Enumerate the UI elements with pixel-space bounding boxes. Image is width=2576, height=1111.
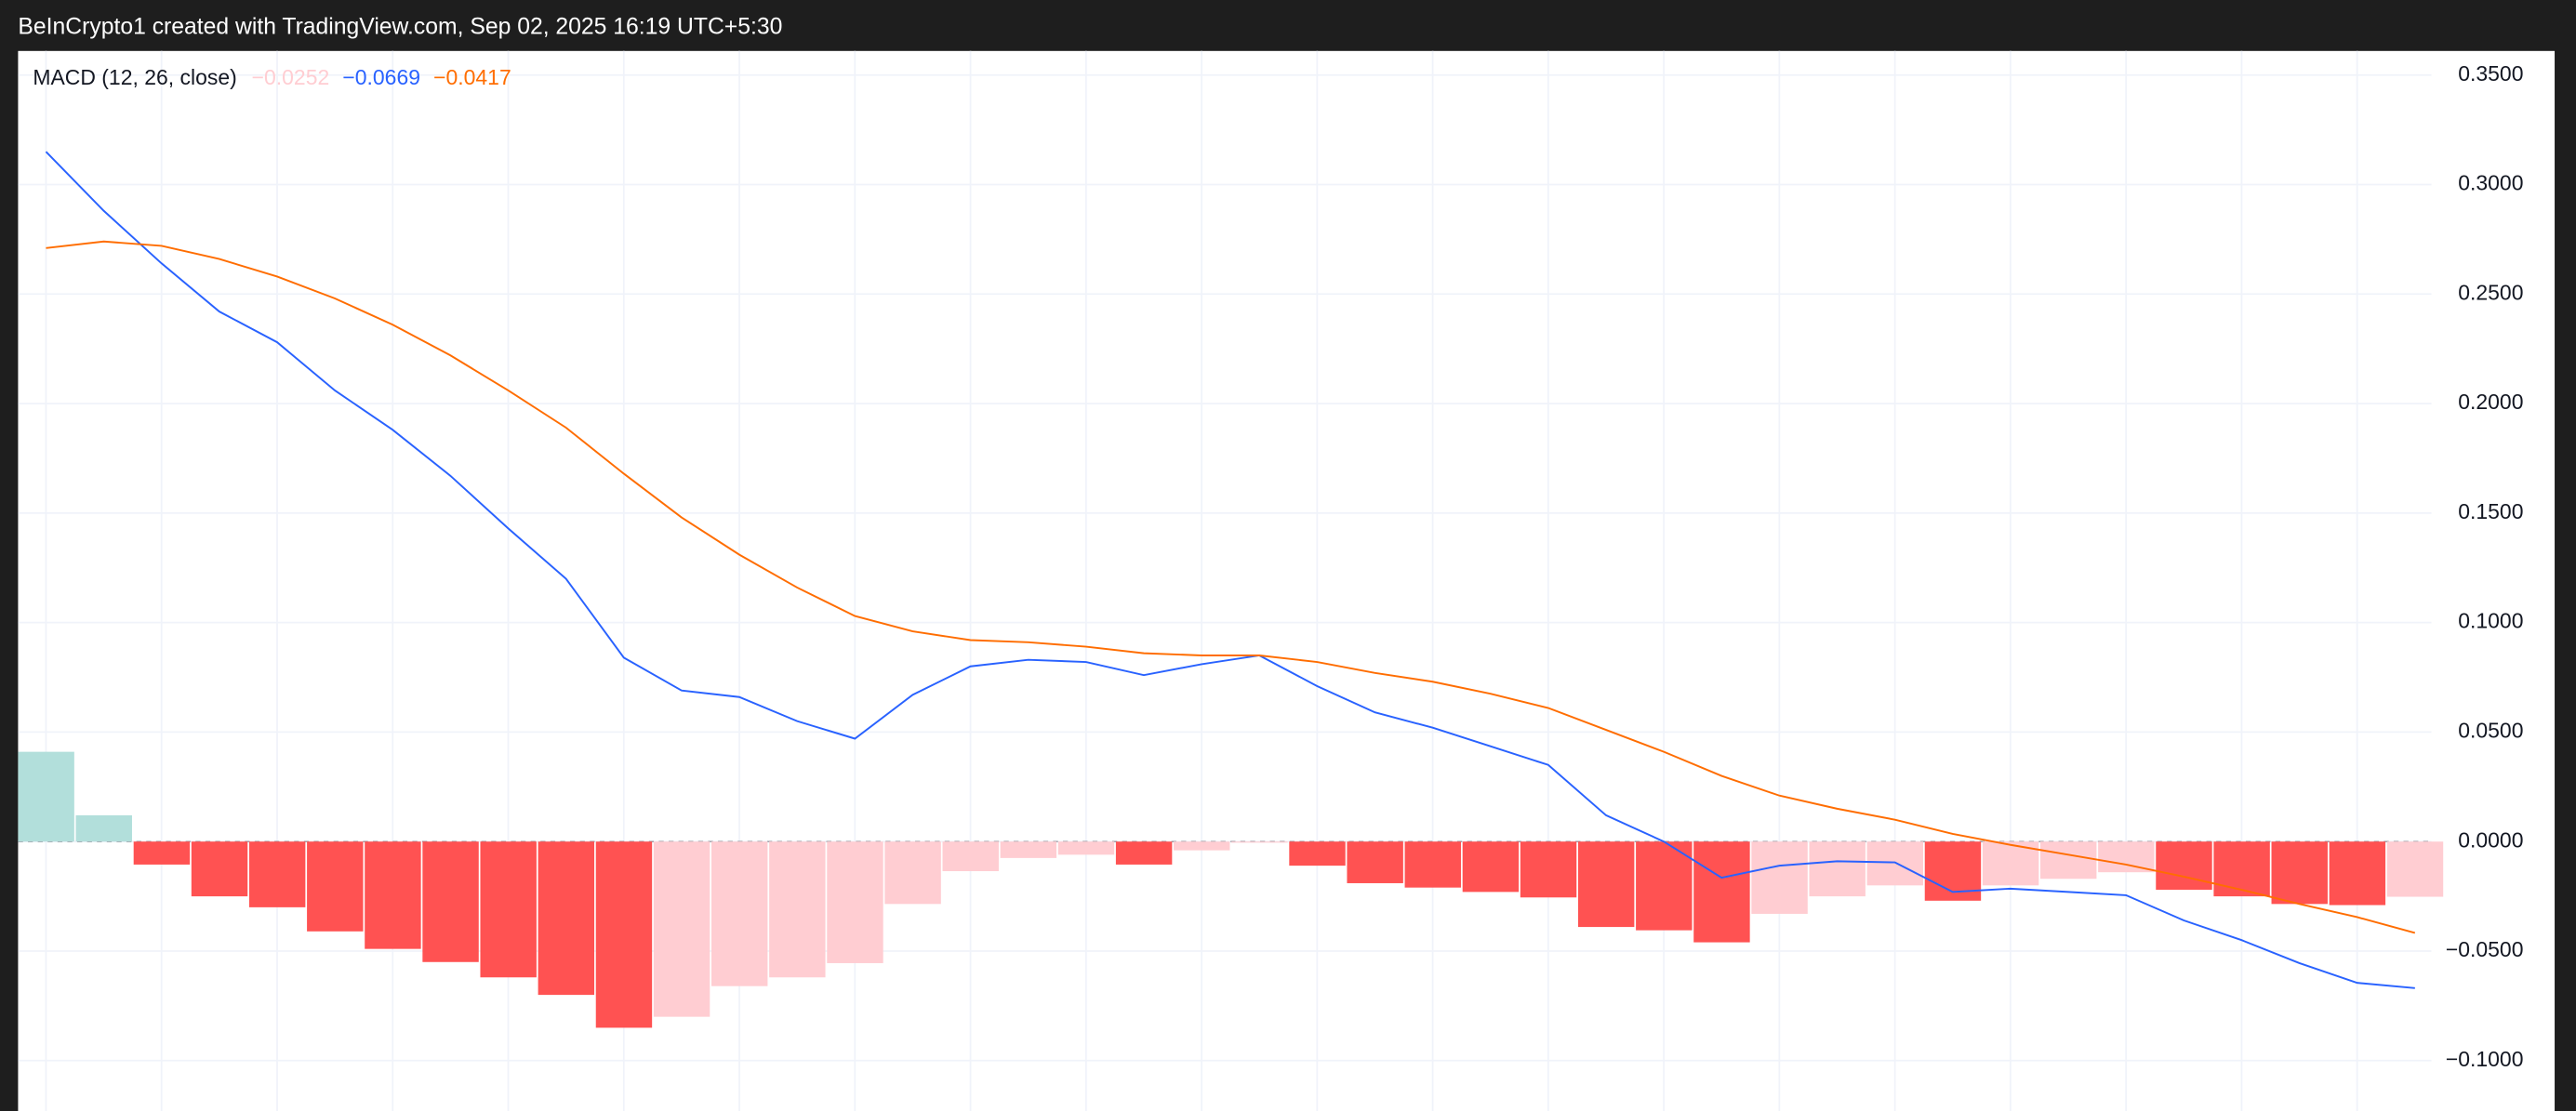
histogram-bar bbox=[191, 841, 248, 897]
histogram-bar bbox=[480, 841, 537, 978]
histogram-bar bbox=[942, 841, 999, 872]
histogram-bar bbox=[1751, 841, 1808, 914]
histogram-bar bbox=[422, 841, 479, 962]
legend-value: −0.0669 bbox=[342, 65, 420, 89]
histogram-bar bbox=[1347, 841, 1403, 883]
histogram-bar bbox=[769, 841, 826, 978]
histogram-bar bbox=[307, 841, 364, 932]
grid bbox=[18, 50, 2432, 1111]
y-tick-label: 0.2500 bbox=[2458, 280, 2523, 304]
histogram-bar bbox=[1462, 841, 1520, 893]
legend-value: −0.0417 bbox=[433, 65, 511, 89]
histogram-bar bbox=[133, 841, 191, 865]
histogram-bar bbox=[884, 841, 941, 905]
histogram-bar bbox=[1000, 841, 1057, 858]
histogram-bar bbox=[1520, 841, 1577, 898]
histogram-bar bbox=[538, 841, 595, 996]
histogram-bar bbox=[365, 841, 421, 949]
labels: MACD (12, 26, close) 0.3500 0.3000 0.2500 0… bbox=[33, 61, 2523, 1071]
y-tick-label: 0.3500 bbox=[2458, 61, 2523, 86]
header-caption: BeInCrypto1 created with TradingView.com… bbox=[18, 15, 782, 40]
y-tick-label: 0.1000 bbox=[2458, 609, 2523, 633]
histogram-bar bbox=[2271, 841, 2328, 905]
histogram-bar bbox=[1115, 841, 1173, 865]
histogram-bar bbox=[1636, 841, 1693, 931]
histogram-bar bbox=[1057, 841, 1115, 855]
marks bbox=[18, 151, 2444, 1028]
legend-value: −0.0252 bbox=[252, 65, 330, 89]
y-tick-label: 0.3000 bbox=[2458, 171, 2523, 195]
histogram-bar bbox=[827, 841, 883, 963]
histogram-bar bbox=[1174, 841, 1230, 851]
histogram-bar bbox=[1577, 841, 1635, 928]
histogram-bar bbox=[595, 841, 653, 1028]
histogram-bar bbox=[1289, 841, 1346, 866]
histogram-bar bbox=[2040, 841, 2097, 880]
histogram-bar bbox=[711, 841, 768, 986]
indicator-line bbox=[46, 240, 2416, 934]
histogram-bar bbox=[75, 814, 132, 842]
histogram-bar bbox=[1693, 841, 1750, 943]
y-tick-label: 0.2000 bbox=[2458, 390, 2523, 414]
y-tick-label: −0.0500 bbox=[2446, 937, 2524, 961]
y-tick-label: −0.1000 bbox=[2446, 1047, 2524, 1071]
histogram-bar bbox=[2156, 841, 2212, 891]
histogram-bar bbox=[653, 841, 710, 1017]
indicator-line bbox=[45, 151, 2415, 989]
histogram-bar bbox=[248, 841, 306, 907]
histogram-bar bbox=[1809, 841, 1866, 897]
plot-background bbox=[18, 50, 2556, 1111]
histogram-bar bbox=[18, 751, 74, 842]
indicator-title: MACD (12, 26, close) bbox=[33, 65, 236, 89]
histogram-bar bbox=[2213, 841, 2270, 897]
histogram-bar bbox=[1231, 841, 1288, 843]
y-tick-label: 0.1500 bbox=[2458, 499, 2523, 523]
histogram-bar bbox=[2329, 841, 2386, 906]
histogram-bar bbox=[2098, 841, 2155, 873]
histogram-bar bbox=[1404, 841, 1461, 888]
y-tick-label: 0.0000 bbox=[2458, 827, 2523, 852]
y-tick-label: 0.0500 bbox=[2458, 718, 2523, 742]
histogram-bar bbox=[2386, 841, 2444, 897]
